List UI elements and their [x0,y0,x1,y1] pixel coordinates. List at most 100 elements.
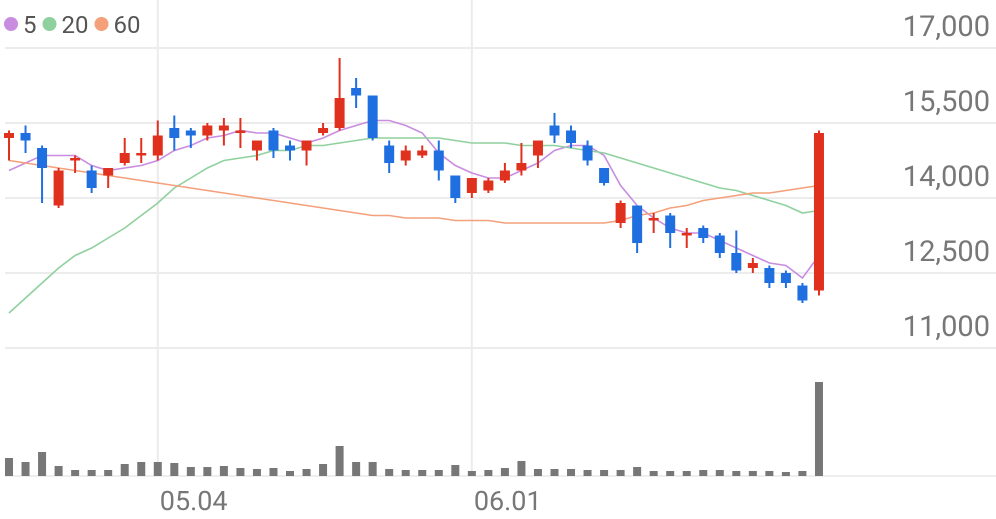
volume-bar [633,467,642,476]
candle-body [433,150,444,171]
y-tick-label: 14,000 [903,160,990,194]
candle-body [169,128,180,138]
legend-dot [4,17,18,31]
volume-bar [87,470,96,476]
volume-bar [252,469,261,476]
legend-label: 20 [62,11,89,39]
candle-body [185,130,196,136]
candle-body [417,150,428,156]
volume-bar [715,470,724,476]
candle-body [70,158,81,161]
legend-label: 60 [113,11,140,39]
candle-body [152,135,163,156]
volume-bar [120,464,129,476]
candle-body [119,153,130,163]
candle-body [318,128,329,133]
candle-body [566,130,577,143]
volume-bar [616,470,625,476]
volume-bar [319,464,328,476]
volume-bar [368,462,377,476]
volume-bar [517,461,526,476]
volume-bar [219,466,228,476]
candle-body [301,140,312,151]
candle-body [450,175,461,198]
volume-bar [269,468,278,476]
volume-bar [286,471,295,476]
candle-body [103,168,114,176]
legend-dot [42,17,57,31]
volume-bar [682,471,691,476]
x-tick-label: 06.01 [474,485,542,517]
candle-body [351,88,362,96]
candle-body [367,95,378,138]
volume-bar [418,470,427,476]
volume-bar [798,471,807,476]
volume-bar [401,470,410,476]
candle-body [218,125,229,131]
legend-label: 5 [23,11,37,39]
volume-bar [567,469,576,476]
volume-bar [451,465,460,476]
candle-body [86,170,97,188]
candle-body [400,150,411,161]
candle-body [813,133,824,291]
candle-body [268,130,279,151]
candle-body [797,285,808,301]
y-tick-label: 11,000 [903,310,990,344]
volume-bar [748,471,757,476]
x-tick-label: 05.04 [160,485,228,517]
volume-bar [666,471,675,476]
candle-body [599,168,610,183]
candle-body [37,148,48,168]
ma-line [8,137,820,314]
candle-body [714,235,725,253]
y-tick-label: 15,500 [903,85,990,119]
volume-bar [5,458,13,476]
candle-body [532,140,543,156]
volume-bar [302,469,311,476]
candle-body [384,145,395,163]
volume-bar [699,470,708,476]
candle-body [648,218,659,221]
volume-bar [186,467,195,476]
volume-bar [385,469,394,476]
volume-bar [236,468,245,476]
candle-body [4,133,14,138]
candle-body [285,145,296,151]
legend-dot [94,17,109,31]
candle-body [681,233,692,236]
volume-bar [583,470,592,476]
volume-bar [484,470,493,476]
ma-line [8,159,820,224]
volume-bar [600,470,609,476]
volume-bar [781,472,790,476]
volume-bar [649,471,658,476]
volume-bar [467,471,476,476]
volume-bar [71,470,80,476]
volume-bar [203,467,212,476]
candle-body [235,130,246,133]
candle-body [20,133,31,141]
y-tick-label: 12,500 [903,235,990,269]
candle-body [549,125,560,136]
volume-bar [170,463,179,476]
candle-body [615,203,626,223]
candle-body [747,263,758,268]
candle-body [731,253,742,271]
volume-bar [500,468,509,476]
candle-body [136,153,147,156]
candle-body [202,125,213,136]
candle-body [698,228,709,238]
candle-body [53,170,64,206]
volume-bar [153,462,162,476]
candle-body [632,205,643,243]
candle-body [582,145,593,161]
volume-bar [550,469,559,476]
volume-bar [352,462,361,476]
volume-bar [137,462,146,476]
ma-line [8,119,820,280]
volume-bar [335,446,344,476]
candle-body [251,140,262,151]
candle-body [334,98,345,128]
